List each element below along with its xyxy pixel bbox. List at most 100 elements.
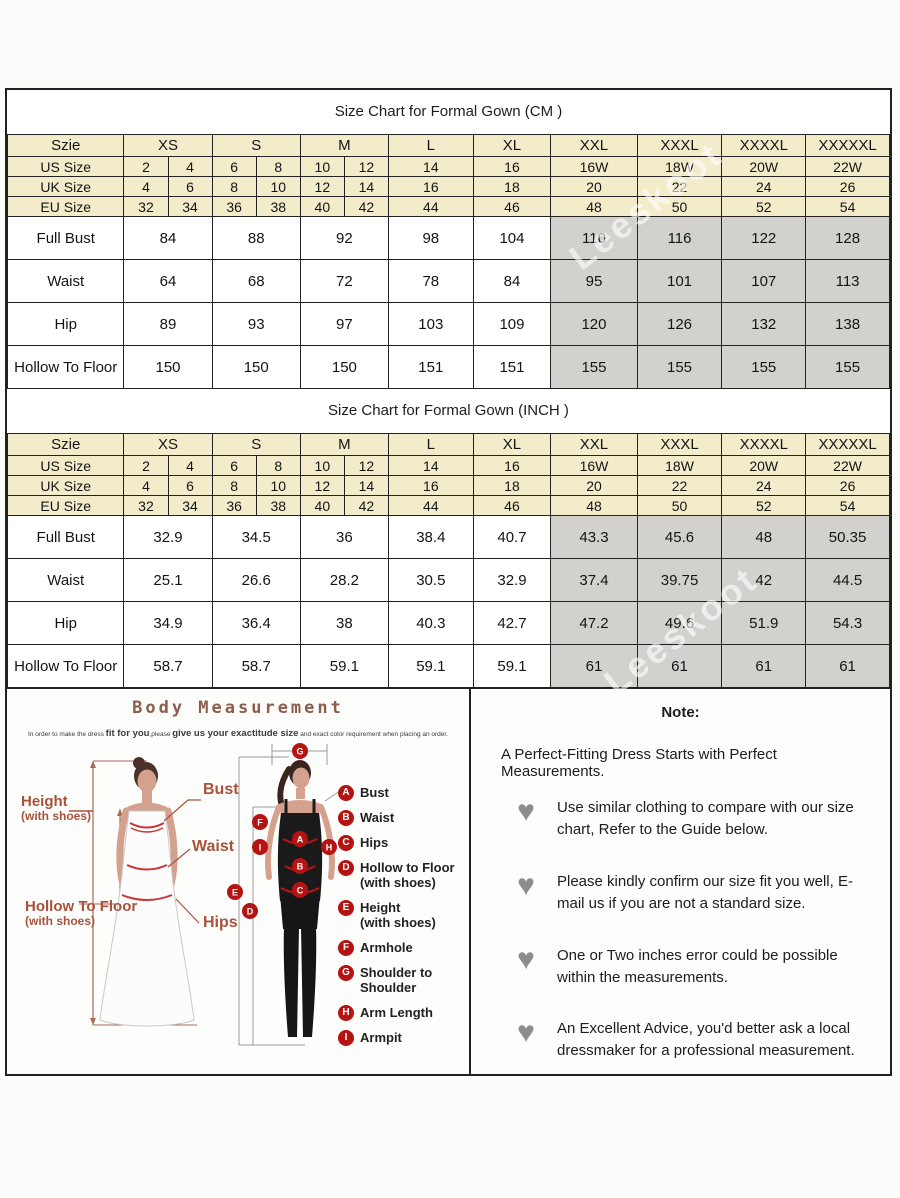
row-label: Full Bust — [6, 515, 125, 559]
size-header-cell: XXXXL — [721, 433, 807, 456]
note-item: ♥ One or Two inches error could be possib… — [509, 945, 878, 989]
note-item: ♥ An Excellent Advice, you'd better ask a… — [509, 1018, 878, 1062]
table-title: Size Chart for Formal Gown (INCH ) — [7, 389, 890, 433]
measurement-cell: 155 — [550, 345, 638, 389]
measurement-cell: 72 — [299, 259, 389, 303]
row-label: Hollow To Floor — [6, 345, 125, 389]
index-size-cell: 2 — [123, 455, 169, 476]
index-size-cell: 18 — [472, 176, 552, 197]
measurement-cell: 150 — [123, 345, 213, 389]
index-size-cell: 6 — [211, 455, 257, 476]
subtitle-fragment: In order to make the dress — [27, 731, 106, 738]
size-table: Szie XS S M L XL XXL XXXL XXXXL XXXXXL US Size 2 4 6 8… — [6, 433, 890, 688]
index-size-cell: 26 — [805, 176, 890, 197]
size-header-cell: XS — [123, 433, 213, 456]
measurement-cell: 155 — [721, 345, 807, 389]
measurement-cell: 40.3 — [387, 601, 474, 645]
subtitle-fragment: and exact color requirement when placing… — [298, 731, 449, 738]
index-size-cell: 18 — [472, 475, 552, 496]
index-size-cell: 48 — [550, 495, 638, 516]
legend-letter-badge: E — [338, 899, 354, 916]
size-header-cell: XXXXL — [721, 134, 807, 157]
size-header-cell: L — [387, 433, 474, 456]
note-title: Note: — [661, 704, 700, 721]
measurement-cell: 34.9 — [123, 601, 213, 645]
measurement-cell: 61 — [550, 644, 638, 688]
measurement-cell: 44.5 — [805, 558, 890, 602]
legend-label: Arm Length — [360, 1004, 433, 1020]
row-label: EU Size — [6, 196, 125, 217]
measurement-cell: 92 — [299, 216, 389, 260]
index-size-cell: 50 — [636, 495, 723, 516]
index-size-cell: 4 — [123, 176, 169, 197]
hips-label: Hips — [203, 914, 238, 931]
index-size-cell: 22W — [805, 156, 890, 177]
svg-text:D: D — [247, 907, 254, 917]
measurement-cell: 88 — [211, 216, 301, 260]
index-size-cell: 16 — [472, 455, 552, 476]
svg-text:H: H — [326, 843, 333, 853]
index-size-cell: 10 — [299, 156, 345, 177]
index-size-cell: 38 — [255, 196, 301, 217]
measurement-cell: 122 — [721, 216, 807, 260]
legend-letter-badge: C — [338, 835, 354, 851]
legend-item: G Shoulder to Shoulder — [338, 964, 469, 996]
note-text: One or Two inches error could be possibl… — [557, 947, 838, 986]
note-item: ♥ Please kindly confirm our size fit you … — [509, 871, 878, 915]
body-measurement-title: Body Measurement — [132, 698, 344, 718]
index-size-cell: 52 — [721, 196, 807, 217]
measurement-cell: 36 — [299, 515, 389, 559]
note-text: An Excellent Advice, you'd better ask a … — [557, 1020, 855, 1059]
legend-item: E Height (with shoes) — [338, 899, 469, 931]
measurement-cell: 101 — [636, 259, 723, 303]
measurement-cell: 78 — [387, 259, 474, 303]
index-size-cell: 42 — [343, 196, 389, 217]
index-size-cell: 6 — [211, 156, 257, 177]
measurement-cell: 113 — [805, 259, 890, 303]
measurement-cell: 34.5 — [211, 515, 301, 559]
measurement-cell: 116 — [636, 216, 723, 260]
index-size-cell: 44 — [387, 196, 474, 217]
measurement-cell: 32.9 — [123, 515, 213, 559]
measurement-cell: 104 — [472, 216, 552, 260]
index-size-cell: 16W — [550, 455, 638, 476]
measurement-cell: 39.75 — [636, 558, 723, 602]
svg-text:E: E — [232, 888, 238, 898]
measurement-cell: 50.35 — [805, 515, 890, 559]
index-size-cell: 22 — [636, 475, 723, 496]
measurement-cell: 28.2 — [299, 558, 389, 602]
body-measurement-panel: G F I A B C H E D Body Measurement In or… — [7, 689, 471, 1074]
measurement-cell: 54.3 — [805, 601, 890, 645]
size-header-cell: M — [299, 134, 389, 157]
index-size-cell: 34 — [167, 196, 213, 217]
measurement-cell: 38 — [299, 601, 389, 645]
index-size-cell: 46 — [472, 196, 552, 217]
index-size-cell: 6 — [167, 176, 213, 197]
row-label: EU Size — [6, 495, 125, 516]
legend-item: D Hollow to Floor (with shoes) — [338, 860, 469, 891]
measurement-cell: 155 — [636, 345, 723, 389]
measurement-cell: 61 — [636, 644, 723, 688]
index-size-cell: 8 — [211, 475, 257, 496]
size-header-cell: XL — [472, 134, 552, 157]
index-size-cell: 16W — [550, 156, 638, 177]
index-size-cell: 24 — [721, 176, 807, 197]
measurement-cell: 45.6 — [636, 515, 723, 559]
measurement-cell: 95 — [550, 259, 638, 303]
index-size-cell: 16 — [387, 475, 474, 496]
measurement-cell: 58.7 — [211, 644, 301, 688]
index-size-cell: 14 — [343, 176, 389, 197]
index-size-cell: 6 — [167, 475, 213, 496]
waist-label: Waist — [192, 838, 235, 855]
size-header-cell: XL — [472, 433, 552, 456]
legend-letter-badge: A — [338, 785, 354, 801]
subtitle-fragment: ,please — [149, 731, 173, 738]
measurement-cell: 107 — [721, 259, 807, 303]
legend-item: A Bust — [338, 785, 469, 801]
legend-item: F Armhole — [338, 939, 469, 956]
size-chart-frame: Size Chart for Formal Gown (CM ) Szie XS S M… — [5, 88, 892, 1076]
measurement-cell: 84 — [472, 259, 552, 303]
hollow-to-floor-label: Hollow To Floor (with shoes) — [25, 898, 138, 928]
index-size-cell: 54 — [805, 196, 890, 217]
measurement-cell: 109 — [472, 302, 552, 346]
